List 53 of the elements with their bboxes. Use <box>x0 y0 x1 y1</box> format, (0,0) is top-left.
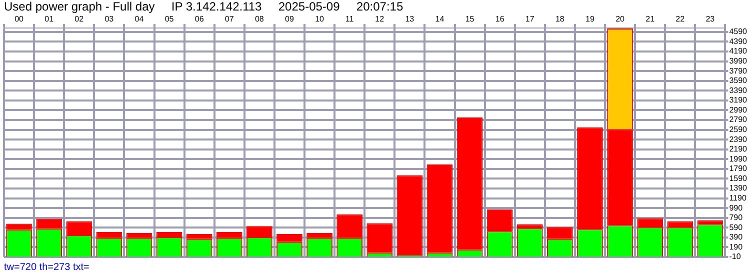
x-tick-label: 15 <box>465 14 475 24</box>
bar <box>426 164 453 253</box>
bar <box>366 223 393 253</box>
y-tick-label: -10 <box>729 252 742 262</box>
y-tick-label: 4190 <box>729 46 748 56</box>
x-tick-label: 22 <box>676 14 686 24</box>
bar <box>396 175 423 255</box>
x-tick-label: 18 <box>555 14 565 24</box>
x-tick-label: 17 <box>525 14 535 24</box>
y-tick-label: 3390 <box>729 86 748 95</box>
x-tick-label: 06 <box>194 14 204 24</box>
y-tick-label: 790 <box>729 213 744 222</box>
x-tick-label: 19 <box>586 14 595 24</box>
y-tick-label: 2190 <box>729 144 748 154</box>
x-tick-label: 14 <box>435 14 445 24</box>
y-tick-label: 1190 <box>729 193 747 202</box>
x-tick-label: 10 <box>315 14 325 24</box>
y-tick-label: 3190 <box>729 96 748 105</box>
y-tick-label: 1590 <box>729 174 748 183</box>
x-tick-label: 21 <box>646 14 656 24</box>
y-tick-label: 390 <box>729 232 744 242</box>
x-tick-label: 23 <box>706 14 716 24</box>
y-tick-label: 2990 <box>729 105 748 114</box>
y-tick-label: 3990 <box>729 56 748 66</box>
x-tick-label: 04 <box>134 14 144 24</box>
x-tick-label: 12 <box>375 14 385 24</box>
y-tick-label: 1990 <box>729 154 748 164</box>
x-tick-label: 03 <box>104 14 114 24</box>
chart-title: Used power graph - Full day IP 3.142.142.113 2025-05-09 20:07:15 <box>4 0 404 14</box>
y-tick-label: 4390 <box>729 36 748 46</box>
x-tick-label: 13 <box>405 14 415 24</box>
y-tick-label: 2790 <box>729 115 748 124</box>
y-tick-label: 990 <box>729 203 744 212</box>
x-tick-label: 16 <box>495 14 505 24</box>
x-tick-label: 07 <box>224 14 234 24</box>
text: tw=720 th=273 txt= <box>4 262 90 273</box>
y-tick-label: 190 <box>729 242 744 252</box>
x-tick-label: 05 <box>164 14 174 24</box>
y-tick-label: 1390 <box>729 184 748 193</box>
y-tick-label: 4590 <box>729 27 748 36</box>
y-tick-label: 1790 <box>729 164 748 174</box>
x-tick-label: 11 <box>345 14 354 24</box>
x-tick-label: 08 <box>254 14 264 24</box>
y-tick-label: 590 <box>729 222 744 232</box>
y-tick-label: 2590 <box>729 124 748 134</box>
x-tick-label: 01 <box>44 14 54 24</box>
x-tick-label: 00 <box>14 14 24 24</box>
y-tick-label: 3790 <box>729 66 748 76</box>
x-tick-label: 09 <box>285 14 294 24</box>
x-tick-label: 02 <box>74 14 84 24</box>
x-tick-label: 20 <box>616 14 626 24</box>
y-tick-label: 2390 <box>729 134 748 144</box>
y-tick-label: 3590 <box>729 76 748 86</box>
